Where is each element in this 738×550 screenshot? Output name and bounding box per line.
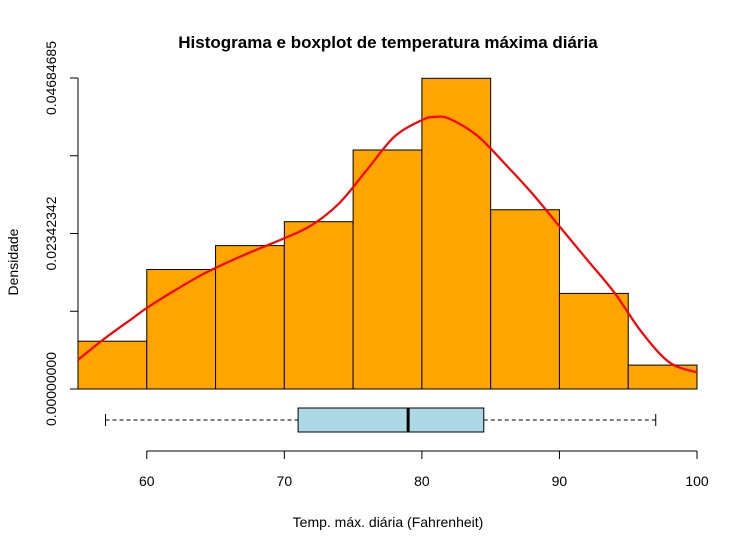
- histogram-bar-0: [77, 340, 148, 390]
- histogram-bar-7: [558, 292, 629, 390]
- histogram-bar-3: [283, 221, 354, 390]
- histogram-bar-5: [421, 77, 492, 390]
- x-axis-label: Temp. máx. diária (Fahrenheit): [293, 514, 484, 530]
- boxplot-box: [297, 407, 485, 433]
- x-tick-label-2: 80: [414, 473, 430, 489]
- y-tick-label-0: 0.00000000: [43, 352, 59, 426]
- histogram-bar-8: [627, 364, 698, 390]
- histogram-bar-1: [146, 269, 217, 390]
- chart-title: Histograma e boxplot de temperatura máxi…: [178, 33, 598, 52]
- y-axis: 0.00000000 0.02342342 0.04684685: [43, 41, 79, 426]
- x-tick-label-1: 70: [277, 473, 293, 489]
- y-tick-label-4: 0.04684685: [43, 41, 59, 115]
- x-tick-label-0: 60: [139, 473, 155, 489]
- x-axis: 60 70 80 90 100: [139, 450, 709, 489]
- boxplot: [105, 407, 657, 433]
- y-tick-label-2: 0.02342342: [43, 196, 59, 270]
- y-axis-label: Densidade: [5, 228, 21, 295]
- x-tick-label-4: 100: [685, 473, 709, 489]
- x-tick-label-3: 90: [552, 473, 568, 489]
- histogram-bar-6: [490, 209, 560, 390]
- density-curve-group: [77, 115, 698, 374]
- histogram-bar-2: [215, 245, 285, 390]
- density-curve: [77, 115, 698, 374]
- histogram-bar-4: [352, 149, 423, 390]
- histogram-bars: [77, 77, 698, 390]
